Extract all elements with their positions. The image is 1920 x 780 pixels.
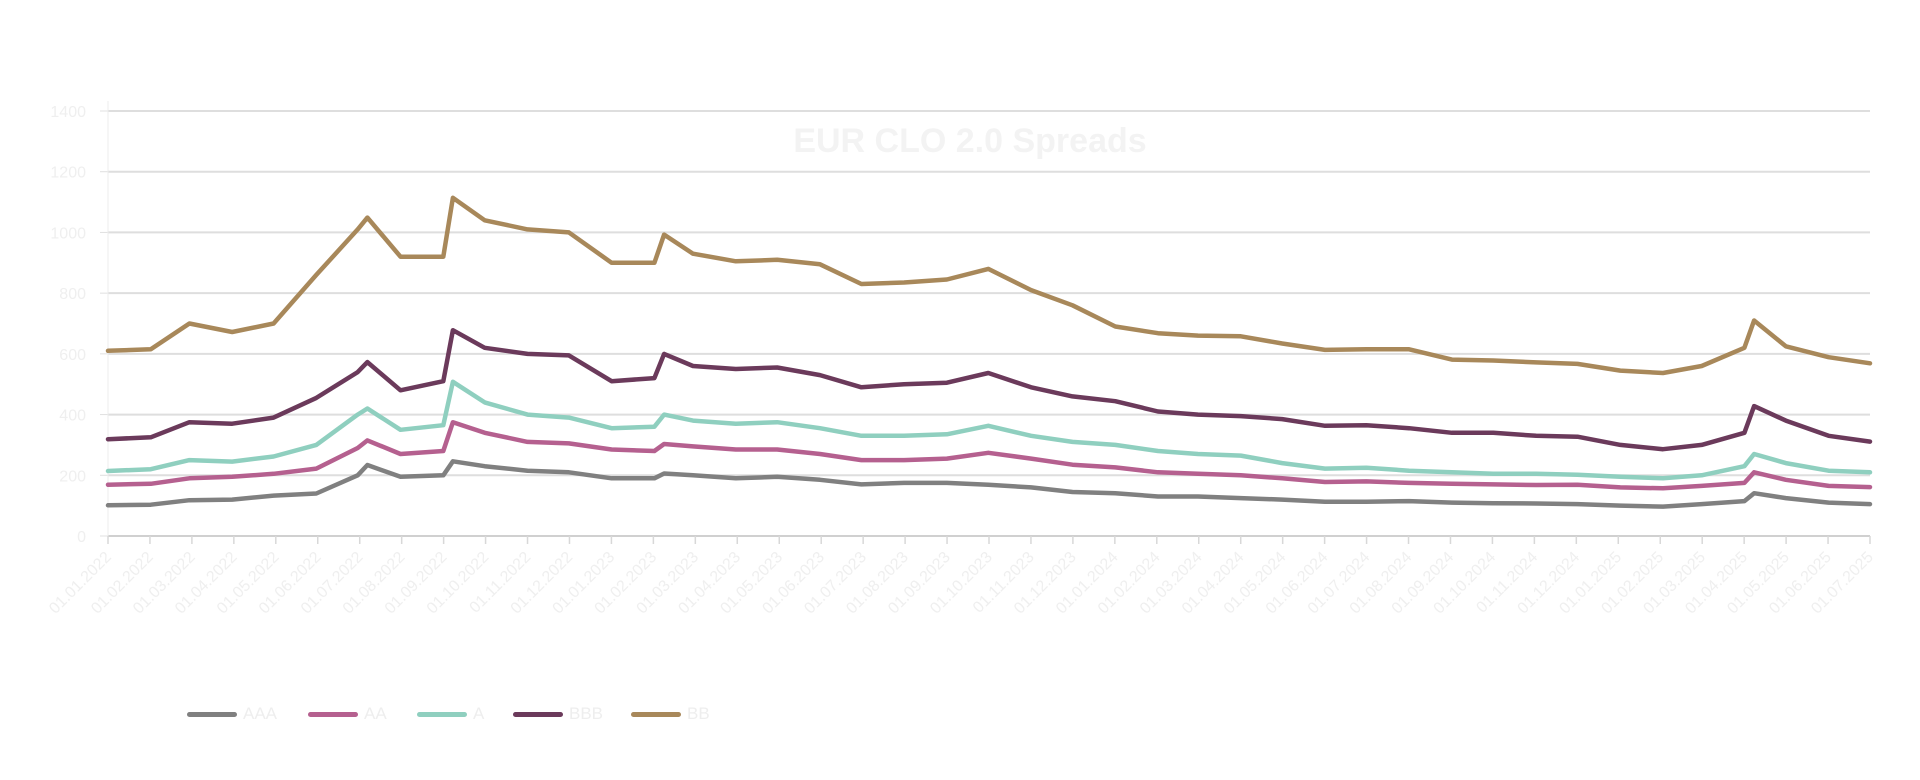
y-tick-label: 600 (59, 347, 86, 364)
legend-swatch (417, 711, 467, 717)
legend-label: AA (364, 704, 387, 723)
line-chart: EUR CLO 2.0 Spreads 0 200 400 600 800 1000 120… (46, 101, 1877, 617)
legend-label: BBB (569, 704, 604, 723)
y-tick-label: 400 (59, 408, 86, 425)
series-line-bbb (105, 327, 1873, 452)
y-tick-label: 1000 (50, 225, 86, 242)
legend-item-aa: AA (308, 702, 387, 726)
legend-label: A (473, 704, 485, 723)
y-tick-label: 1400 (50, 104, 86, 121)
y-tick-label: 0 (77, 529, 86, 546)
series-line-aa (105, 419, 1873, 491)
y-tick-label: 200 (59, 468, 86, 485)
legend-label: BB (687, 704, 710, 723)
x-axis: 01.01.202201.02.202201.03.202201.04.2022… (46, 536, 1877, 617)
legend-label: AAA (243, 704, 278, 723)
legend-item-aaa: AAA (187, 702, 277, 726)
series-line-aaa (105, 459, 1873, 509)
legend-swatch (308, 711, 358, 717)
series-line-bb (105, 195, 1873, 376)
series-lines (105, 195, 1873, 509)
legend-item-bb: BB (631, 702, 710, 726)
legend-swatch (187, 711, 237, 717)
y-tick-label: 1200 (50, 165, 86, 182)
y-tick-label: 800 (59, 286, 86, 303)
gridlines (108, 110, 1870, 537)
y-axis: 0 200 400 600 800 1000 1200 1400 (50, 101, 109, 546)
legend-swatch (513, 711, 563, 717)
legend-item-bbb: BBB (513, 702, 603, 726)
chart-title: EUR CLO 2.0 Spreads (793, 122, 1146, 160)
series-line-a (105, 379, 1873, 481)
legend-swatch (631, 711, 681, 717)
legend-item-a: A (417, 702, 484, 726)
